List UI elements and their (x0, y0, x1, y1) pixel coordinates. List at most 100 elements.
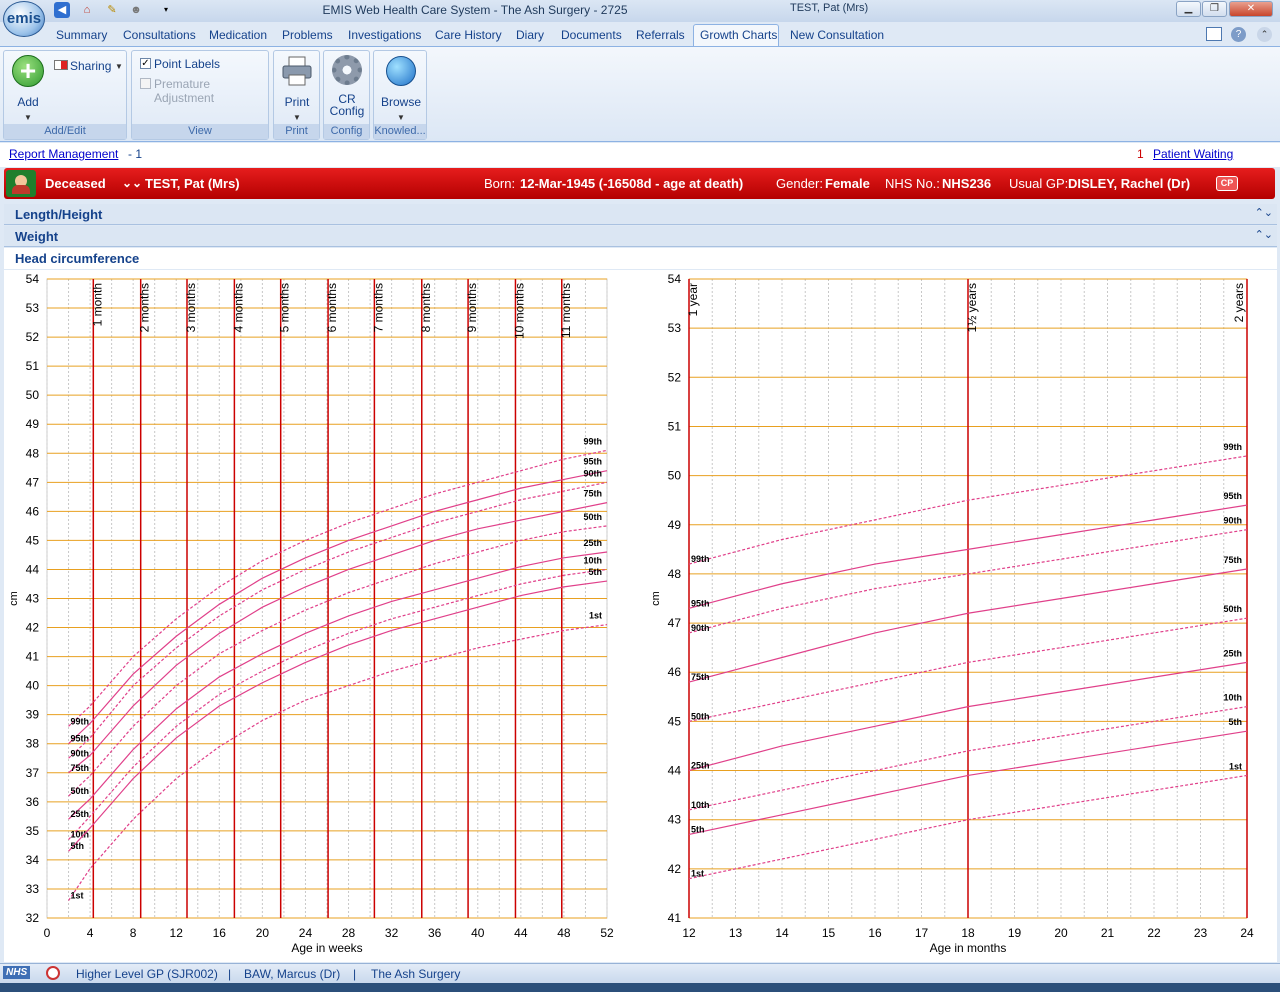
y-tick-label: 44 (668, 764, 682, 778)
add-button[interactable]: Add (17, 95, 39, 109)
cr-config-button-line1[interactable]: CR (338, 92, 356, 106)
tab-medication[interactable]: Medication (209, 28, 268, 42)
y-tick-label: 46 (668, 665, 682, 679)
centile-label-start: 1st (691, 869, 704, 879)
minimize-button[interactable]: ▁ (1176, 1, 1201, 17)
centile-label-start: 50th (691, 711, 710, 721)
head-circumference-chart-12-24-months: 41 42 43 44 45 46 47 48 49 50 51 52 53 54 12 13 14 15 16 17… (650, 272, 1254, 955)
user-icon[interactable]: ☻ (130, 4, 142, 16)
back-icon[interactable]: ◀ (54, 2, 70, 18)
centile-label-end: 90th (583, 468, 602, 478)
centile-line-50th (68, 525, 608, 797)
centile-label-start: 5th (71, 841, 85, 851)
patient-expand-chevron-icon[interactable]: ⌄⌄ (122, 176, 143, 190)
centile-line-10th (68, 568, 608, 840)
patient-banner: Deceased ⌄⌄ TEST, Pat (Mrs) Born: 12-Mar… (4, 168, 1275, 199)
section-title: Length/Height (15, 207, 103, 222)
patient-icon (6, 170, 36, 197)
close-button[interactable]: ✕ (1229, 1, 1273, 17)
ribbon-minimize-icon[interactable]: ⌃ (1257, 27, 1272, 42)
usual-gp-value: DISLEY, Rachel (Dr) (1068, 176, 1191, 191)
report-count: - 1 (128, 147, 143, 161)
y-tick-label: 48 (668, 567, 682, 581)
x-tick-label: 14 (775, 926, 789, 940)
quick-access-dropdown-icon[interactable]: ▾ (163, 5, 168, 14)
tab-care-history[interactable]: Care History (435, 28, 502, 42)
tab-problems[interactable]: Problems (282, 28, 333, 42)
expand-chevron-icon[interactable]: ⌃⌄ (1254, 207, 1273, 219)
centile-label-start: 5th (691, 824, 705, 834)
globe-icon[interactable] (386, 56, 416, 86)
age-marker-label: 8 months (419, 283, 433, 332)
gear-icon[interactable] (332, 55, 362, 85)
emis-logo[interactable]: emis (3, 1, 45, 37)
x-tick-label: 48 (557, 926, 571, 940)
x-tick-label: 8 (130, 926, 137, 940)
y-tick-label: 47 (668, 616, 682, 630)
x-axis-label: Age in months (930, 941, 1007, 955)
charts-area: 32 33 34 35 36 37 38 39 40 41 42 43 44 45 46 47 48 49 50 51… (4, 270, 1277, 962)
centile-line-90th (68, 481, 608, 759)
session-icon[interactable] (46, 966, 60, 980)
add-dropdown-icon[interactable]: ▼ (24, 113, 32, 122)
centile-line-1st (688, 774, 1248, 880)
organisation: The Ash Surgery (371, 967, 461, 981)
sharing-dropdown-icon[interactable]: ▼ (115, 62, 123, 71)
centile-label-start: 90th (71, 748, 90, 758)
tab-referrals[interactable]: Referrals (636, 28, 685, 42)
tab-consultations[interactable]: Consultations (123, 28, 196, 42)
edit-icon[interactable]: ✎ (107, 4, 117, 16)
tab-new-consultation[interactable]: New Consultation (790, 28, 885, 42)
x-tick-label: 15 (822, 926, 836, 940)
printer-icon[interactable] (281, 55, 313, 87)
centile-line-10th (688, 706, 1248, 811)
y-tick-label: 42 (26, 621, 40, 635)
sharing-button[interactable]: Sharing (70, 59, 112, 73)
centile-label-start: 95th (691, 598, 710, 608)
home-icon[interactable]: ⌂ (83, 4, 91, 16)
expand-chevron-icon[interactable]: ⌃⌄ (1254, 229, 1273, 241)
restore-button[interactable]: ❐ (1202, 1, 1227, 17)
layout-icon[interactable] (1206, 27, 1222, 41)
patient-waiting-link[interactable]: Patient Waiting (1153, 147, 1234, 161)
centile-label-end: 50th (1223, 604, 1242, 614)
centile-label-end: 1st (1229, 761, 1242, 771)
cp-button[interactable]: CP (1216, 176, 1238, 191)
title-bar: emis ◀ ⌂ ✎ ☻ ▾ EMIS Web Health Care Syst… (0, 0, 1280, 37)
y-tick-label: 50 (668, 469, 682, 483)
report-management-link[interactable]: Report Management (9, 147, 119, 161)
centile-line-95th (68, 470, 608, 745)
tab-documents[interactable]: Documents (561, 28, 622, 42)
age-marker-label: 1 year (686, 283, 700, 316)
logged-in-user: BAW, Marcus (Dr) (244, 967, 341, 981)
section-weight[interactable]: Weight ⌃⌄ (4, 226, 1277, 247)
nhs-value: NHS236 (942, 176, 992, 191)
x-axis-label: Age in weeks (291, 941, 362, 955)
browse-dropdown-icon[interactable]: ▼ (397, 113, 405, 122)
x-tick-label: 20 (256, 926, 270, 940)
premature-adjustment-checkbox[interactable] (140, 78, 151, 89)
y-tick-label: 32 (26, 911, 40, 925)
x-tick-label: 24 (299, 926, 313, 940)
centile-line-1st (68, 624, 608, 901)
cr-config-button-line2[interactable]: Config (329, 104, 365, 118)
patient-name[interactable]: TEST, Pat (Mrs) (145, 176, 240, 191)
tab-investigations[interactable]: Investigations (348, 28, 422, 42)
separator: | (228, 967, 232, 981)
browse-button[interactable]: Browse (380, 95, 421, 109)
centile-label-start: 10th (691, 800, 710, 810)
section-head-circumference[interactable]: Head circumference (4, 248, 1277, 269)
help-icon[interactable]: ? (1231, 27, 1246, 42)
section-length-height[interactable]: Length/Height ⌃⌄ (4, 204, 1277, 225)
x-tick-label: 18 (961, 926, 975, 940)
centile-label-start: 50th (71, 786, 90, 796)
point-labels-checkbox[interactable]: ✓ (140, 58, 151, 69)
x-tick-label: 21 (1101, 926, 1115, 940)
tab-diary[interactable]: Diary (516, 28, 545, 42)
tab-growth-charts[interactable]: Growth Charts (700, 28, 778, 42)
print-button[interactable]: Print (284, 95, 310, 109)
print-dropdown-icon[interactable]: ▼ (293, 113, 301, 122)
y-tick-label: 38 (26, 737, 40, 751)
add-icon[interactable]: + (12, 55, 44, 87)
tab-summary[interactable]: Summary (56, 28, 108, 42)
